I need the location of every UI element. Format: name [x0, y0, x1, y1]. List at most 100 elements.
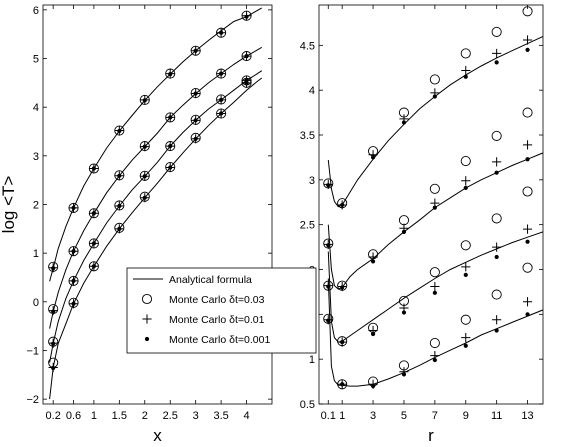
mc-dt003-point-4-7 [491, 289, 502, 300]
y-tick-label: 2 [33, 200, 39, 212]
x-tick-label: 3 [370, 410, 376, 422]
mc-dt0001-point-1-4 [117, 128, 122, 134]
mc-dt0001-point-2-4 [117, 173, 122, 178]
curves-group [327, 35, 543, 387]
mc-dt0001-point-3-1 [326, 284, 331, 289]
mc-dt0001-point-4-6 [168, 165, 173, 170]
mc-dt0001-point-3-6 [463, 272, 468, 277]
mc-dt003-point-2-6 [460, 155, 471, 167]
x-tick-label: 2.5 [163, 410, 178, 422]
mc-dt0001-point-1-6 [463, 74, 468, 79]
mc-dt0001-point-1-1 [326, 183, 331, 188]
legend-box [126, 267, 317, 354]
mc-dt0001-point-3-2 [340, 340, 345, 345]
mc-dt001-point-1-6 [461, 65, 471, 76]
y-tick-label: 3 [33, 151, 39, 163]
mc-dt0001-point-3-5 [432, 290, 437, 295]
mc-dt003-point-3-6 [460, 240, 471, 251]
mc-dt0001-point-2-1 [326, 243, 331, 248]
mc-dt0001-point-legend-3 [144, 336, 150, 342]
x-tick-label: 5 [401, 410, 407, 422]
mc-dt0001-point-2-3 [370, 259, 376, 264]
mc-dt0001-point-4-4 [401, 372, 407, 377]
mc-dt0001-point-4-4 [117, 226, 122, 231]
mc-dt003-point-1-8 [522, 6, 533, 17]
mc-dt0001-point-1-7 [494, 60, 499, 65]
y-tick-label: 6 [33, 5, 39, 17]
mc-dt001-point-1-7 [492, 48, 502, 59]
mc-dt0001-point-1-8 [219, 30, 224, 35]
mc-dt0001-point-4-7 [494, 328, 499, 333]
x-axis-label: r [428, 426, 434, 445]
mc-dt0001-point-1-3 [370, 155, 376, 160]
mc-dt0001-point-3-8 [525, 239, 530, 244]
left-panel: 0.2 0.6 1 1.5 2 2.5 3 3.5 4 −2 −1 0 1 2 3 4 5 6 x log <T> [0, 4, 273, 445]
y-tick-label: 4 [309, 85, 315, 97]
axes-frame [318, 4, 544, 405]
y-tick-label: −2 [26, 394, 39, 406]
mc-dt0001-point-3-2 [71, 278, 76, 283]
analytical-curve-2 [327, 152, 543, 290]
y-tick-label: 3.5 [300, 130, 315, 142]
mc-dt001-point-2-8 [522, 140, 533, 150]
x-tick-label: 3.5 [213, 410, 228, 422]
mc-dt003-point-3-8 [522, 186, 533, 197]
mc-dt0001-point-2-8 [525, 157, 530, 162]
mc-dt0001-point-2-6 [463, 185, 468, 191]
mc-dt0001-point-2-2 [71, 249, 76, 254]
mc-dt001-point-2-7 [492, 157, 502, 167]
mc-dt0001-point-4-2 [71, 301, 76, 306]
y-tick-label: 4 [33, 102, 39, 114]
mc-dt003-point-1-7 [491, 26, 502, 37]
mc-dt0001-point-2-9 [244, 53, 249, 59]
mc-dt001-point-3-7 [492, 242, 502, 252]
mc-dt0001-point-3-7 [193, 118, 198, 123]
legend: Analytical formula Monte Carlo δt=0.03 Mon… [126, 267, 317, 354]
mc-dt0001-point-2-1 [51, 309, 56, 314]
mc-dt0001-point-3-3 [91, 241, 96, 246]
mc-dt0001-point-1-4 [401, 120, 407, 125]
mc-dt001-point-3-6 [461, 262, 471, 272]
x-tick-label: 2 [142, 410, 148, 422]
mc-dt0001-point-1-7 [193, 48, 198, 53]
y-axis-label: log <T> [0, 176, 18, 234]
y-tick-label: 1 [33, 248, 39, 260]
y-tick-label: 1 [309, 354, 315, 366]
mc-dt0001-point-4-8 [219, 111, 224, 116]
mc-dt001-point-3-5 [430, 281, 440, 292]
analytical-curve-1 [327, 35, 543, 208]
mc-dt0001-point-2-4 [401, 229, 407, 234]
y-tick-label: 0.5 [300, 399, 315, 411]
mc-dt0001-point-2-5 [142, 144, 147, 149]
mc-dt001-point-3-8 [522, 224, 533, 234]
mc-dt0001-point-1-2 [340, 202, 345, 208]
mc-dt001-point-legend-2 [142, 314, 152, 324]
mc-dt003-point-4-8 [522, 262, 533, 273]
y-tick-label: 5 [33, 54, 39, 66]
x-tick-label: 0.1 [321, 410, 336, 422]
legend-label: Analytical formula [169, 274, 252, 286]
y-tick-label: −1 [26, 345, 39, 357]
mc-dt0001-point-4-3 [370, 383, 376, 389]
mc-dt001-point-4-7 [492, 315, 502, 325]
mc-dt003-point-2-8 [522, 107, 533, 118]
mc-dt0001-point-4-6 [463, 343, 468, 348]
mc-dt0001-point-1-2 [71, 205, 76, 211]
y-tick-label: 0 [33, 297, 39, 309]
x-tick-label: 3 [193, 410, 199, 422]
mc-dt0001-point-3-4 [401, 310, 407, 315]
mc-dt0001-point-2-6 [168, 115, 173, 120]
mc-dt003-point-3-5 [429, 267, 440, 278]
mc-dt003-point-2-4 [398, 215, 410, 226]
mc-dt0001-point-4-1 [326, 318, 331, 323]
mc-dt0001-point-1-5 [142, 98, 147, 103]
mc-dt0001-point-4-9 [244, 80, 249, 85]
mc-dt003-point-2-5 [429, 183, 440, 194]
mc-dt003-point-legend-1 [141, 293, 153, 305]
x-axis-label: x [153, 426, 162, 445]
y-tick-label: 2.5 [300, 220, 315, 232]
mc-dt0001-point-3-4 [117, 203, 122, 209]
mc-dt0001-point-4-5 [142, 195, 147, 200]
mc-dt0001-point-3-6 [168, 144, 173, 149]
